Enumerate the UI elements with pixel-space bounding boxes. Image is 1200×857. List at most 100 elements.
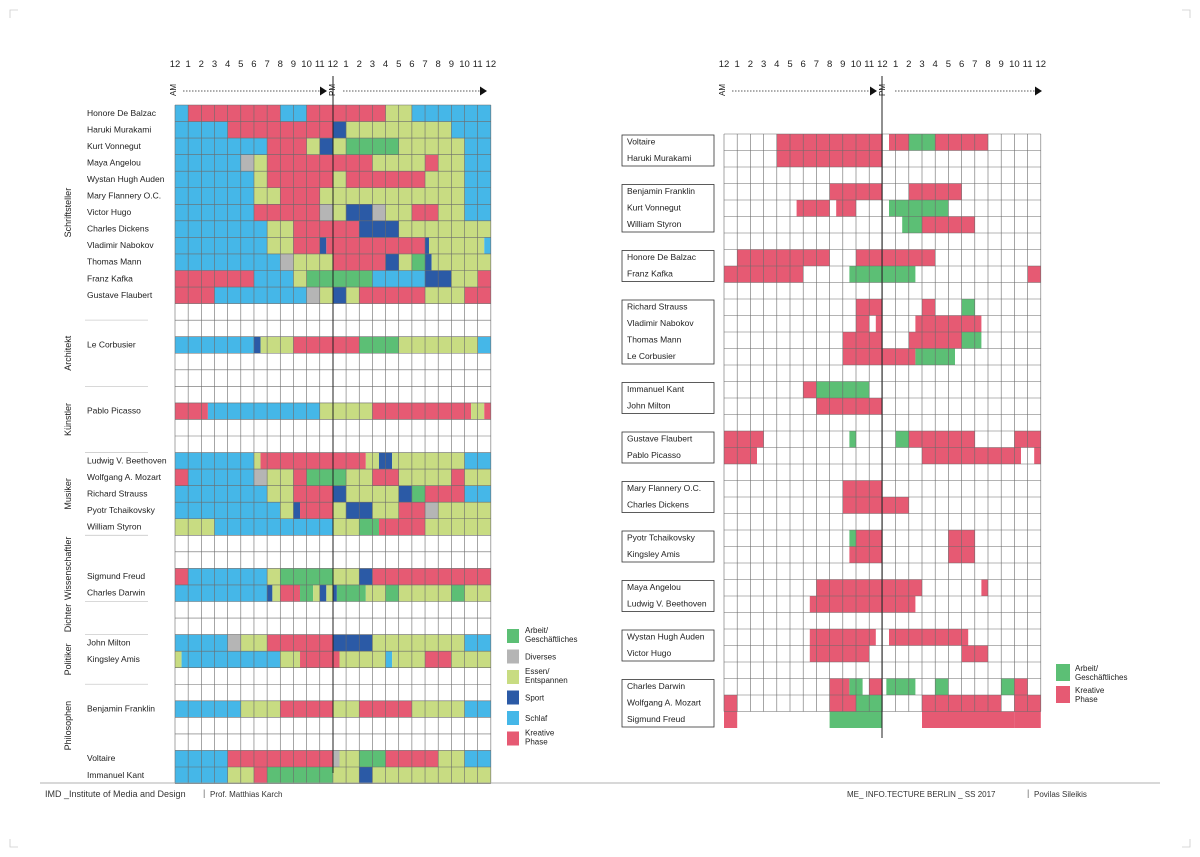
left-row-label-kurt-vonnegut: Kurt Vonnegut: [87, 141, 142, 151]
left-segment-kreativ: [175, 287, 215, 304]
right-group-box-4: [621, 299, 715, 365]
right-segment-arbeit: [889, 200, 949, 217]
right-segment-kreativ: [816, 398, 883, 415]
right-segment-kreativ: [724, 711, 738, 728]
left-segment-diverses: [253, 469, 268, 486]
left-segment-sport: [332, 121, 347, 139]
left-segment-kreativ: [300, 502, 333, 519]
right-segment-arbeit: [829, 711, 883, 728]
left-segment-essen: [339, 750, 360, 767]
left-segment-essen: [280, 651, 301, 668]
left-segment-diverses: [306, 287, 320, 304]
right-hour-tick: 3: [919, 59, 924, 70]
right-segment-arbeit: [886, 678, 916, 695]
left-hour-tick: 8: [436, 59, 441, 70]
right-row-label-haruki-murakami: Haruki Murakami: [627, 153, 691, 163]
left-segment-diverses: [227, 634, 241, 652]
left-segment-arbeit: [336, 584, 366, 602]
left-segment-sport: [425, 253, 432, 271]
right-hour-tick: 12: [719, 59, 730, 70]
left-segment-sport: [319, 584, 327, 602]
left-segment-schlaf: [181, 651, 281, 668]
right-hour-tick: 10: [1009, 59, 1020, 70]
left-segment-essen: [267, 568, 281, 585]
left-segment-schlaf: [175, 584, 268, 602]
left-segment-kreativ: [188, 105, 281, 122]
crop-mark: [9, 839, 18, 848]
left-segment-kreativ: [293, 220, 360, 238]
left-segment-kreativ: [477, 270, 491, 288]
left-segment-kreativ: [293, 485, 333, 503]
left-segment-sport: [398, 485, 412, 503]
right-segment-kreativ: [724, 447, 757, 464]
left-segment-essen: [332, 138, 347, 155]
left-segment-kreativ: [359, 287, 426, 304]
left-legend-swatch-diverses: [507, 649, 519, 664]
right-segment-kreativ: [922, 711, 1015, 728]
left-hour-tick: 12: [328, 59, 339, 70]
left-segment-kreativ: [253, 204, 320, 221]
left-segment-arbeit: [451, 584, 465, 602]
right-segment-arbeit: [961, 332, 982, 349]
right-row-label-kingsley-amis: Kingsley Amis: [627, 549, 680, 559]
right-row-label-maya-angelou: Maya Angelou: [627, 582, 681, 592]
left-segment-arbeit: [306, 469, 347, 486]
left-segment-essen: [260, 336, 294, 354]
left-segment-kreativ: [372, 568, 465, 585]
right-row-label-gustave-flaubert: Gustave Flaubert: [627, 434, 693, 444]
right-row-label-john-milton: John Milton: [627, 401, 671, 411]
right-row-label-wystan-hugh-auden: Wystan Hugh Auden: [627, 632, 705, 642]
left-segment-essen: [240, 700, 281, 718]
right-group-box-2: [621, 184, 715, 233]
left-row-label-richard-strauss: Richard Strauss: [87, 488, 147, 498]
left-segment-kreativ: [260, 452, 366, 470]
right-segment-kreativ: [849, 546, 883, 563]
left-hour-tick: 9: [449, 59, 454, 70]
right-row-label-william-styron: William Styron: [627, 219, 682, 229]
right-hour-tick: 9: [840, 59, 845, 70]
right-segment-kreativ: [889, 629, 969, 646]
left-hour-tick: 6: [251, 59, 256, 70]
right-segment-arbeit: [1001, 678, 1015, 695]
left-legend-label-essen-cont: Entspannen: [525, 676, 568, 685]
left-hour-tick: 12: [486, 59, 497, 70]
right-group-box-9: [621, 580, 715, 612]
right-hour-tick: 6: [959, 59, 964, 70]
right-hour-tick: 7: [972, 59, 977, 70]
left-segment-kreativ: [293, 469, 307, 486]
right-legend-label-arbeit: Arbeit/: [1075, 664, 1099, 673]
left-hour-tick: 11: [473, 59, 483, 70]
right-hour-tick: 10: [851, 59, 862, 70]
left-segment-essen: [280, 502, 294, 519]
left-segment-kreativ: [425, 485, 465, 503]
right-row-label-sigmund-freud: Sigmund Freud: [627, 714, 685, 724]
left-hour-tick: 5: [396, 59, 401, 70]
left-row-label-thomas-mann: Thomas Mann: [87, 257, 142, 267]
right-segment-kreativ: [869, 678, 883, 695]
right-segment-kreativ: [981, 579, 988, 596]
left-segment-essen: [332, 502, 347, 519]
left-row-label-william-styron: William Styron: [87, 522, 142, 532]
left-segment-essen: [365, 584, 386, 602]
left-segment-essen: [306, 138, 320, 155]
left-segment-essen: [372, 767, 491, 784]
right-segment-arbeit: [902, 216, 922, 233]
left-segment-essen: [392, 452, 465, 470]
left-segment-schlaf: [385, 651, 393, 668]
left-row-label-le-corbusier: Le Corbusier: [87, 339, 136, 349]
left-segment-essen: [398, 138, 465, 155]
left-segment-kreativ: [280, 187, 320, 205]
left-group-dichter: Dichter: [63, 604, 73, 633]
left-segment-sport: [359, 767, 373, 784]
right-row-label-benjamin-franklin: Benjamin Franklin: [627, 186, 695, 196]
right-segment-arbeit: [895, 431, 909, 448]
right-segment-kreativ: [1014, 711, 1041, 728]
left-segment-sport: [332, 634, 373, 652]
left-row-label-vladimir-nabokov: Vladimir Nabokov: [87, 240, 154, 250]
left-row-label-immanuel-kant: Immanuel Kant: [87, 770, 145, 780]
left-am-arrow-head: [320, 86, 327, 96]
left-segment-essen: [398, 253, 412, 271]
left-segment-diverses: [280, 253, 294, 271]
left-segment-essen: [372, 634, 465, 652]
